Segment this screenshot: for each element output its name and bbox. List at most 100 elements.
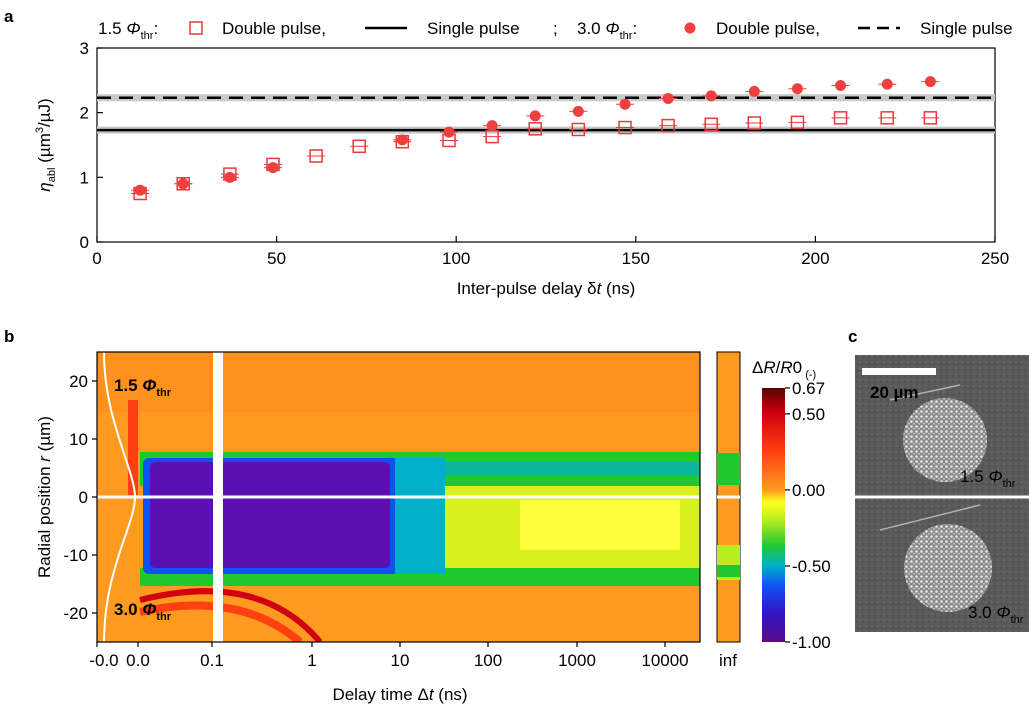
data-point: [833, 111, 848, 125]
y-tick-label: -10: [63, 546, 88, 565]
data-point: [528, 122, 542, 136]
x-tick-label: 10: [391, 651, 410, 670]
y-axis-label: Radial position r (µm): [35, 416, 54, 578]
y-tick-label: 20: [69, 372, 88, 391]
legend-group-part: :: [154, 19, 159, 38]
annotation-part: Φ: [142, 376, 156, 395]
y-tick-label: 0: [80, 233, 89, 252]
y-axis-label-part: abl: [46, 167, 58, 182]
micrograph-label: 1.5 Φthr: [960, 467, 1016, 490]
legend-label: Double pulse,: [716, 19, 820, 38]
y-axis-label-part: (µm): [35, 416, 54, 456]
heatmap-region: [97, 352, 700, 412]
legend-label: Single pulse: [427, 19, 520, 38]
panel-label: b: [4, 327, 14, 346]
y-tick-label: 2: [80, 104, 89, 123]
legend-swatch: [684, 22, 696, 34]
heatmap-region: [520, 500, 680, 550]
data-point: [618, 120, 632, 135]
micrograph-label: 3.0 Φthr: [968, 603, 1024, 626]
y-axis-label-part: /µJ): [35, 98, 54, 127]
scale-bar-label: 20 µm: [870, 383, 919, 402]
micrograph-label-part: Φ: [988, 467, 1002, 486]
legend-group: 1.5 Φthr:: [98, 19, 158, 42]
annotation-part: 3.0: [114, 600, 142, 619]
data-point: [790, 115, 805, 130]
annotation-part: thr: [156, 387, 171, 399]
x-tick-label: 200: [801, 249, 829, 268]
x-axis-label: Inter-pulse delay δt (ns): [457, 279, 636, 298]
data-point: [267, 162, 279, 174]
x-tick-label: 150: [622, 249, 650, 268]
panel-label: a: [4, 7, 14, 26]
x-axis-label-part: (ns): [434, 685, 468, 704]
legend-separator: ;: [553, 19, 558, 38]
plot-frame: [96, 47, 996, 243]
micrograph-label-part: 1.5: [960, 467, 988, 486]
data-point: [443, 126, 455, 138]
data-point: [529, 110, 541, 122]
data-point: [352, 139, 366, 154]
data-point: [661, 118, 675, 133]
data-point: [571, 122, 586, 137]
heatmap-region: [395, 458, 445, 574]
y-axis-label-part: 3: [34, 127, 46, 133]
legend-label: Double pulse,: [222, 19, 326, 38]
data-point: [747, 116, 762, 130]
x-axis-label-part: t: [597, 279, 603, 298]
data-point: [791, 83, 803, 95]
micrograph-label-part: thr: [1011, 614, 1024, 626]
y-axis-label: ηabl (µm3/µJ): [34, 98, 58, 191]
annotation: 3.0 Φthr: [114, 600, 172, 623]
heatmap-region: [150, 462, 390, 568]
x-tick-label: 1000: [558, 651, 596, 670]
data-point: [923, 111, 938, 125]
data-point: [572, 105, 584, 117]
data-point: [880, 111, 894, 125]
data-point: [835, 80, 847, 92]
colorbar-title-part: 0: [793, 358, 802, 377]
legend-label: Single pulse: [920, 19, 1013, 38]
y-axis-label-part: Radial position: [35, 462, 54, 578]
legend-swatch: [189, 21, 203, 35]
x-axis-label-part: (ns): [601, 279, 635, 298]
colorbar-title-part: Δ: [752, 358, 763, 377]
data-point: [177, 178, 189, 190]
x-tick-label: 1: [307, 651, 316, 670]
x-axis-label: Delay time Δt (ns): [332, 685, 467, 704]
y-tick-label: 10: [69, 430, 88, 449]
x-tick-label: 0.0: [126, 651, 150, 670]
x-tick-label: 100: [474, 651, 502, 670]
data-point: [881, 78, 893, 90]
legend-group-part: thr: [141, 30, 154, 42]
y-axis-label-part: η: [35, 182, 54, 191]
heatmap-region: [139, 601, 303, 642]
y-tick-label: -20: [63, 604, 88, 623]
legend-group-part: 3.0: [577, 19, 605, 38]
x-tick-label: 250: [981, 249, 1009, 268]
y-axis-label-part: r: [35, 455, 54, 462]
x-tick-label: 0.1: [200, 651, 224, 670]
annotation-part: 1.5: [114, 376, 142, 395]
data-point: [486, 120, 498, 132]
legend-group-part: :: [633, 19, 638, 38]
data-point: [134, 184, 146, 196]
legend-group-part: Φ: [126, 19, 140, 38]
colorbar-title-part: R: [763, 358, 775, 377]
legend-group-part: thr: [620, 30, 633, 42]
colorbar-tick-label: 0.00: [792, 481, 825, 500]
heatmap: [97, 352, 700, 642]
micrograph-label-part: thr: [1003, 478, 1016, 490]
x-tick-label: 0: [92, 249, 101, 268]
x-tick-label: 100: [442, 249, 470, 268]
colorbar-tick-label: -0.50: [792, 557, 831, 576]
annotation-part: thr: [156, 611, 171, 623]
legend-group: 3.0 Φthr:: [577, 19, 637, 42]
y-tick-label: 1: [80, 168, 89, 187]
heatmap-region: [139, 588, 323, 642]
colorbar-tick-label: 0.50: [792, 405, 825, 424]
y-tick-label: 0: [79, 488, 88, 507]
data-point: [924, 76, 936, 88]
colorbar-title-part: /: [776, 358, 781, 377]
